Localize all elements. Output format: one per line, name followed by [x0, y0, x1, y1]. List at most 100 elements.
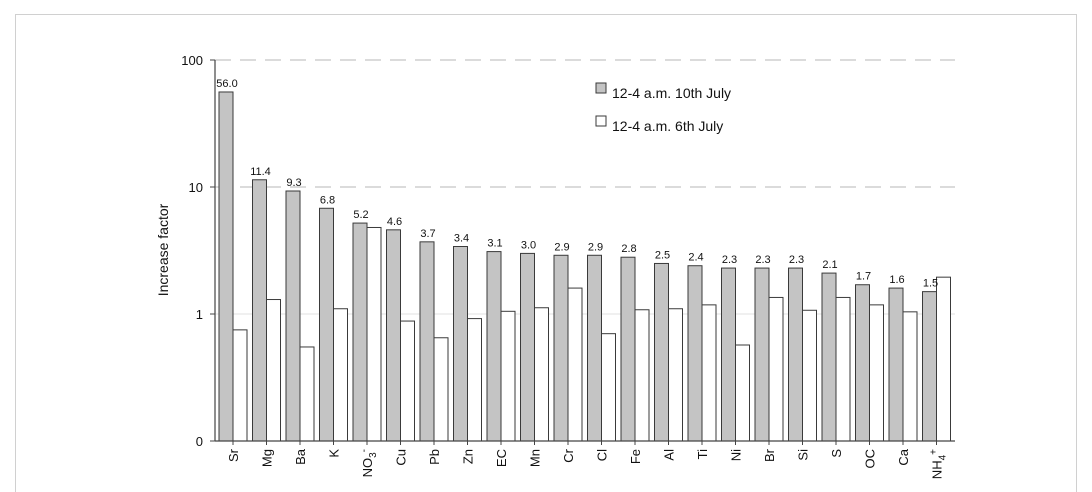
data-label: 2.4 [688, 252, 703, 264]
axes [210, 59, 955, 445]
bar-series-1 [721, 267, 736, 442]
bar-series-2 [936, 276, 951, 442]
svg-text:NO3-: NO3- [359, 449, 379, 477]
x-tick-label: Sr [226, 448, 241, 462]
data-label: 9.3 [286, 177, 301, 189]
bar-series-2 [768, 296, 784, 442]
data-label: 5.2 [353, 209, 368, 221]
bar-series-1 [352, 222, 368, 442]
x-tick-label: Si [796, 449, 811, 461]
svg-text:Mg: Mg [260, 449, 275, 467]
svg-text:Si: Si [796, 449, 811, 461]
svg-text:Ba: Ba [293, 448, 308, 465]
x-tick-labels: Sr Mg Ba K NO3- Cu Pb Zn EC Mn Cr Cl Fe Al Ti Ni Br Si S OC… [226, 448, 949, 479]
bar-series-2 [567, 287, 583, 442]
svg-text:Cl: Cl [595, 449, 610, 461]
bar-series-2 [701, 304, 717, 442]
bar-series-1 [520, 252, 535, 442]
y-tick-label: 1 [196, 307, 203, 322]
data-label: 3.1 [487, 238, 502, 250]
svg-text:Ni: Ni [729, 449, 744, 461]
y-tick-label: 100 [181, 53, 203, 68]
data-label: 2.3 [789, 254, 804, 266]
x-tick-label: S [829, 449, 844, 458]
svg-text:NH4+: NH4+ [929, 449, 949, 479]
data-label: 2.3 [755, 254, 770, 266]
legend-swatch-series-2 [595, 115, 607, 127]
bar-series-2 [333, 308, 348, 442]
legend-swatch-series-1 [595, 82, 607, 94]
data-label: 2.9 [554, 241, 569, 253]
bars [218, 91, 951, 442]
bar-series-1 [687, 265, 703, 442]
data-label: 2.1 [822, 259, 837, 271]
data-label: 2.3 [722, 254, 737, 266]
bar-series-1 [319, 207, 334, 442]
bar-series-2 [601, 333, 616, 442]
x-tick-label: Cl [595, 449, 610, 461]
x-tick-label: NO3- [359, 449, 379, 477]
x-tick-label: Ti [695, 449, 710, 459]
data-label: 4.6 [387, 216, 402, 228]
bar-series-2 [634, 309, 650, 442]
bar-series-2 [433, 337, 449, 442]
data-label: 11.4 [250, 166, 271, 178]
x-tick-label: NH4+ [929, 449, 949, 479]
svg-text:Cu: Cu [394, 449, 409, 466]
bar-series-1 [419, 241, 435, 442]
svg-text:S: S [829, 449, 844, 458]
legend-label-series-1: 12-4 a.m. 10th July [612, 85, 731, 101]
svg-text:Br: Br [762, 448, 777, 462]
x-tick-label: EC [494, 449, 509, 467]
bar-series-1 [888, 287, 904, 442]
y-axis-label: Increase factor [155, 203, 171, 296]
x-tick-label: Zn [461, 449, 476, 464]
x-tick-label: Cu [394, 449, 409, 466]
bar-series-1 [754, 267, 770, 442]
x-tick-label: Mn [528, 449, 543, 467]
bar-series-2 [500, 310, 516, 442]
x-tick-label: Ca [896, 448, 911, 465]
x-tick-label: Al [662, 449, 677, 461]
bar-series-1 [453, 246, 468, 442]
bar-series-2 [802, 309, 817, 442]
bar-series-2 [735, 344, 750, 442]
bar-series-1 [553, 254, 569, 442]
data-label: 2.5 [655, 249, 670, 261]
bar-series-2 [467, 318, 482, 442]
data-label: 3.4 [454, 233, 469, 245]
bar-series-1 [218, 91, 234, 442]
x-tick-label: Ba [293, 448, 308, 465]
y-tick-label: 10 [189, 180, 203, 195]
svg-text:OC: OC [863, 449, 878, 469]
x-tick-label: Fe [628, 449, 643, 464]
bar-series-1 [922, 291, 937, 442]
bar-series-2 [400, 320, 415, 442]
bar-series-2 [232, 329, 248, 442]
data-label: 3.0 [521, 239, 536, 251]
svg-text:Mn: Mn [528, 449, 543, 467]
svg-text:Ti: Ti [695, 449, 710, 459]
y-tick-label: 0 [196, 434, 203, 449]
svg-text:EC: EC [494, 449, 509, 467]
bar-series-2 [366, 226, 382, 442]
svg-text:Sr: Sr [226, 448, 241, 462]
svg-text:Zn: Zn [461, 449, 476, 464]
svg-text:Fe: Fe [628, 449, 643, 464]
bar-series-2 [534, 307, 549, 442]
bar-series-1 [821, 272, 837, 442]
data-label: 1.6 [889, 274, 904, 286]
bar-series-1 [252, 179, 267, 442]
data-label: 6.8 [320, 194, 335, 206]
x-tick-label: Ni [729, 449, 744, 461]
svg-text:Pb: Pb [427, 449, 442, 465]
data-label: 1.5 [923, 278, 938, 290]
chart-frame [15, 14, 1077, 492]
x-tick-label: Pb [427, 449, 442, 465]
bar-series-1 [855, 284, 870, 442]
data-label: 56.0 [216, 78, 237, 90]
svg-text:Al: Al [662, 449, 677, 461]
bar-series-2 [869, 304, 884, 442]
legend: 12-4 a.m. 10th July 12-4 a.m. 6th July [595, 82, 731, 134]
